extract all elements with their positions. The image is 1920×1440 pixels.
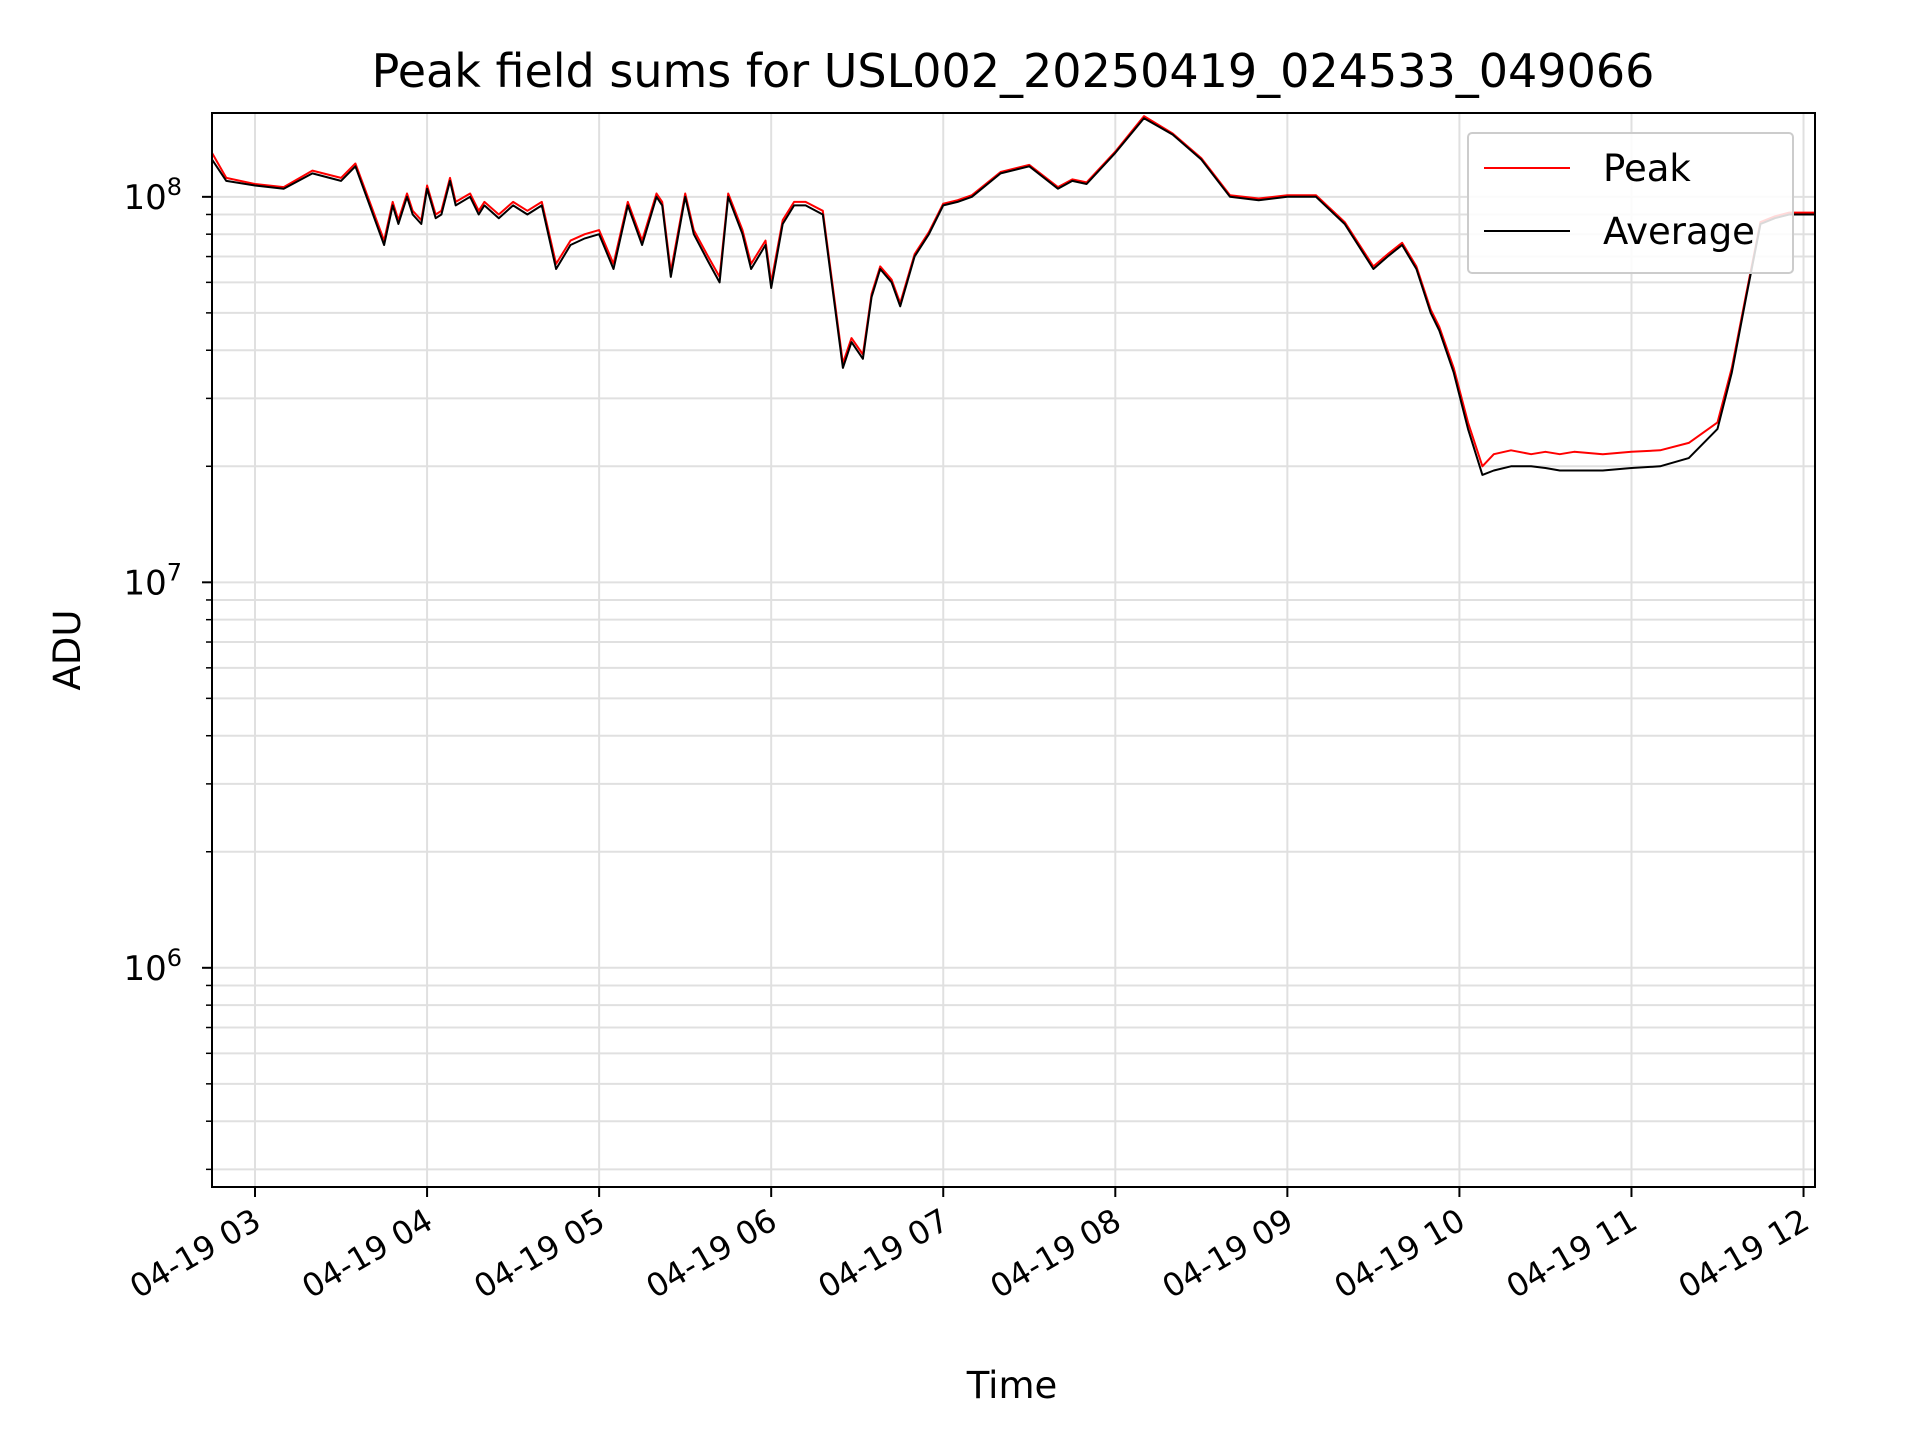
chart-title: Peak field sums for USL002_20250419_0245… (372, 44, 1655, 98)
series-lines (211, 115, 1815, 476)
series-line-average (211, 117, 1815, 476)
x-axis-label: Time (966, 1364, 1058, 1407)
legend-label-average: Average (1603, 210, 1755, 253)
plot-frame (211, 112, 1816, 1188)
legend: Peak Average (1467, 132, 1794, 274)
y-tick-label: 107 (123, 558, 182, 603)
legend-label-peak: Peak (1603, 147, 1691, 190)
y-tick-label: 106 (123, 944, 182, 989)
y-tick-label: 108 (123, 173, 182, 218)
y-axis-label: ADU (46, 610, 89, 691)
